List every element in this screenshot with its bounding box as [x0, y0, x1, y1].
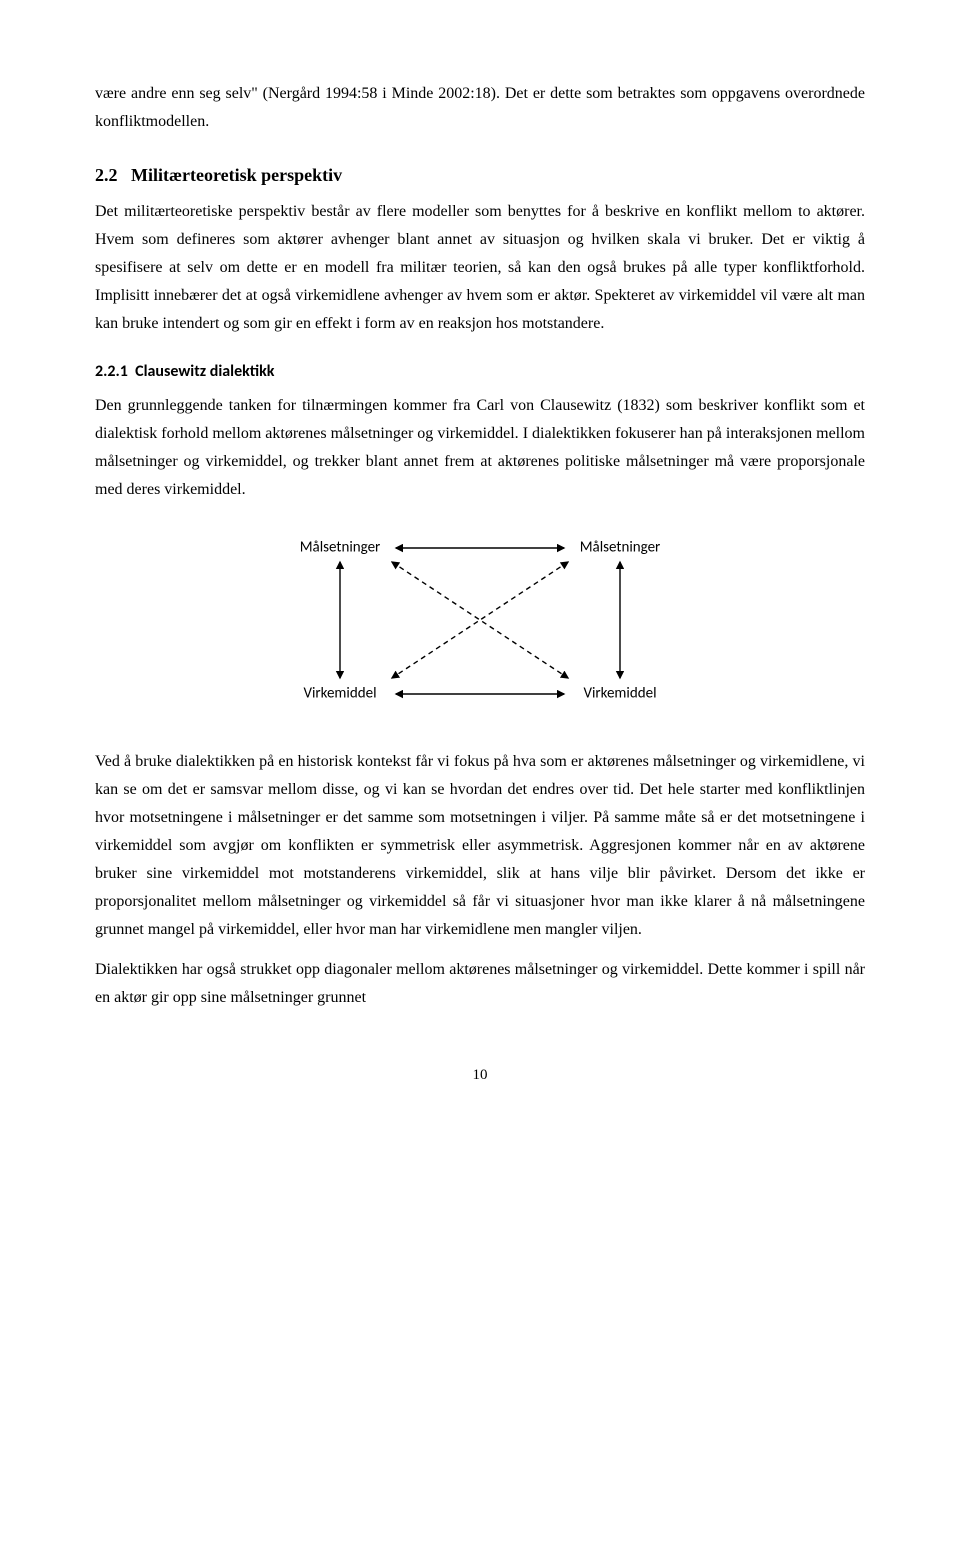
body-paragraph-2: Den grunnleggende tanken for tilnærminge… [95, 392, 865, 504]
subsection-number: 2.2.1 [95, 362, 128, 381]
diagram-node-label: Virkemiddel [583, 684, 656, 702]
diagram-svg: Målsetninger Målsetninger Virkemiddel Virke… [220, 526, 740, 716]
intro-paragraph: være andre enn seg selv" (Nergård 1994:5… [95, 80, 865, 136]
page-number: 10 [95, 1062, 865, 1088]
diagram-node-label: Virkemiddel [303, 684, 376, 702]
diagram-node-label: Målsetninger [300, 538, 381, 556]
body-paragraph-1: Det militærteoretiske perspektiv består … [95, 198, 865, 338]
body-paragraph-4: Dialektikken har også strukket opp diago… [95, 956, 865, 1012]
subsection-title: Clausewitz dialektikk [135, 362, 274, 381]
subsection-heading: 2.2.1 Clausewitz dialektikk [95, 358, 865, 386]
body-paragraph-3: Ved å bruke dialektikken på en historisk… [95, 748, 865, 944]
diagram-node-label: Målsetninger [580, 538, 661, 556]
section-number: 2.2 [95, 165, 118, 185]
section-heading: 2.2 Militærteoretisk perspektiv [95, 160, 865, 192]
section-title: Militærteoretisk perspektiv [131, 165, 342, 185]
dialectic-diagram: Målsetninger Målsetninger Virkemiddel Virke… [220, 526, 740, 726]
